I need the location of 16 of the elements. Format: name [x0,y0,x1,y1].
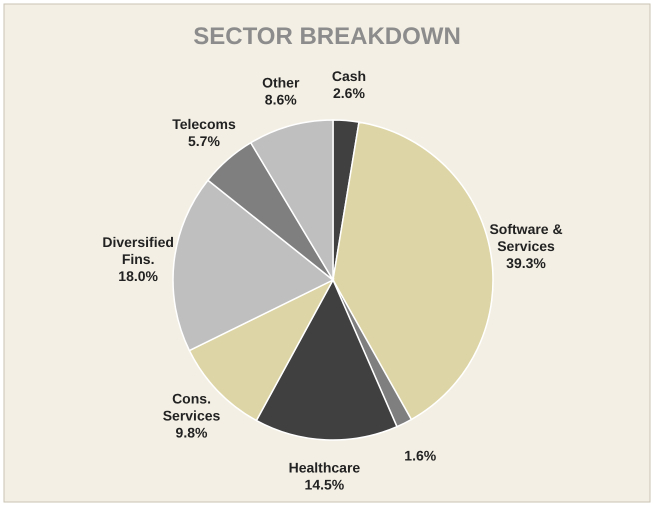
data-label: 5.7% [188,132,220,149]
data-label: 9.8% [176,424,208,441]
chart-title: SECTOR BREAKDOWN [193,23,461,50]
slice-label: Cons. Services [162,390,221,424]
slice-label: Software & Services [489,221,563,254]
slice-label: Telecoms [172,116,236,132]
data-label: 2.6% [333,85,366,102]
slice-label: Other [262,74,300,91]
data-label: 14.5% [304,476,345,492]
data-label: 8.6% [264,92,298,108]
slice-label: Healthcare [288,459,360,476]
data-label: 39.3% [506,255,546,272]
data-label: 1.6% [404,448,437,464]
data-label: 18.0% [118,268,159,284]
slice-label: Diversified Fins. [102,234,174,267]
slice-label: Cash [332,68,366,84]
